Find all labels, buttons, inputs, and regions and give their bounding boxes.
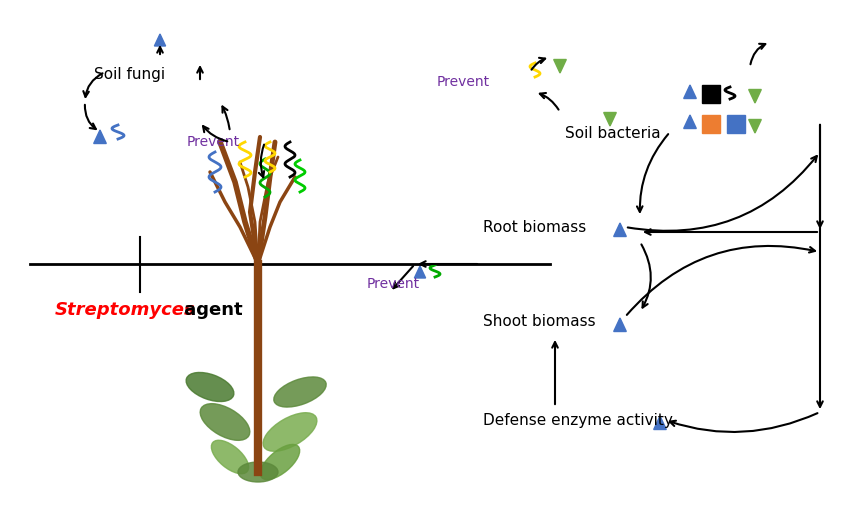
Text: Defense enzyme activity: Defense enzyme activity xyxy=(483,412,673,428)
Ellipse shape xyxy=(274,377,326,407)
Text: Root biomass: Root biomass xyxy=(483,220,586,235)
Bar xyxy=(727,115,745,133)
Polygon shape xyxy=(94,130,107,144)
Ellipse shape xyxy=(200,404,249,440)
Polygon shape xyxy=(654,416,666,429)
Polygon shape xyxy=(614,223,626,237)
Text: agent: agent xyxy=(178,301,242,319)
Text: Streptomyces: Streptomyces xyxy=(55,301,196,319)
Polygon shape xyxy=(553,60,566,73)
Text: Prevent: Prevent xyxy=(186,135,240,149)
Ellipse shape xyxy=(211,440,249,473)
Text: Soil fungi: Soil fungi xyxy=(94,66,165,81)
Text: Prevent: Prevent xyxy=(366,277,419,291)
Text: Soil bacteria: Soil bacteria xyxy=(565,127,661,142)
Polygon shape xyxy=(749,89,761,103)
Polygon shape xyxy=(683,85,696,98)
Bar xyxy=(702,85,720,103)
Text: Prevent: Prevent xyxy=(436,75,489,89)
Polygon shape xyxy=(154,34,165,46)
Polygon shape xyxy=(415,266,425,278)
Text: Shoot biomass: Shoot biomass xyxy=(483,314,596,329)
Ellipse shape xyxy=(261,444,300,479)
Polygon shape xyxy=(683,115,696,129)
Polygon shape xyxy=(614,318,626,331)
Ellipse shape xyxy=(238,462,278,482)
Ellipse shape xyxy=(186,372,234,402)
Ellipse shape xyxy=(263,413,317,451)
Polygon shape xyxy=(749,120,761,133)
Polygon shape xyxy=(604,112,617,126)
Bar xyxy=(702,115,720,133)
